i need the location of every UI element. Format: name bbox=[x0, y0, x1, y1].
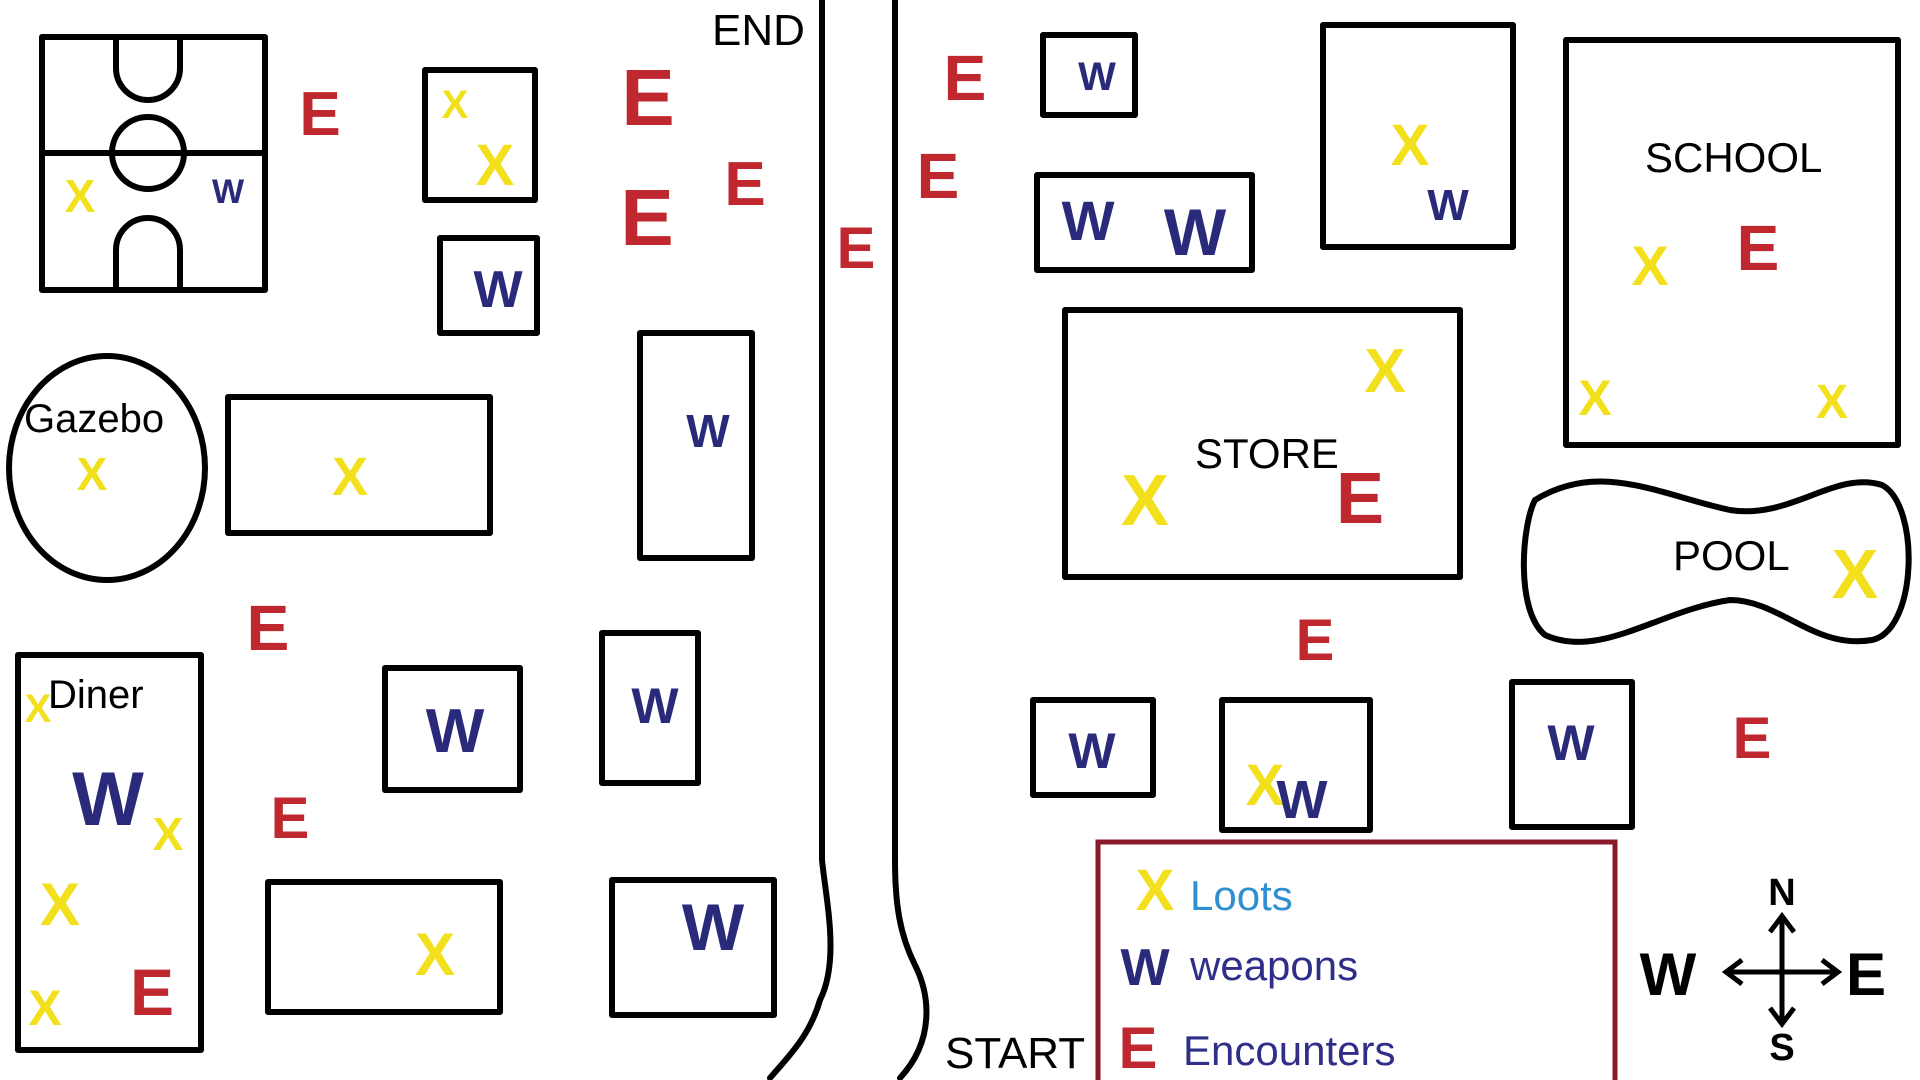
sports-court bbox=[39, 34, 268, 293]
pool-area bbox=[1520, 478, 1912, 645]
encounter-marker: E bbox=[724, 150, 765, 219]
building-loot-south bbox=[265, 879, 503, 1015]
compass: N S W E bbox=[1640, 872, 1886, 1069]
building-long bbox=[225, 394, 493, 536]
weapon-marker: W bbox=[473, 261, 523, 319]
school-building bbox=[1563, 37, 1901, 448]
loot-marker: X bbox=[1816, 376, 1848, 429]
encounter-marker: E bbox=[299, 80, 340, 149]
end-label: END bbox=[712, 6, 805, 55]
compass-north-label: N bbox=[1768, 872, 1795, 914]
encounter-marker: E bbox=[1733, 706, 1772, 771]
building-weapon-tall bbox=[637, 330, 755, 561]
building-weapons-pair bbox=[1034, 172, 1255, 273]
compass-arrowheads bbox=[1721, 911, 1843, 1029]
building-weapon-7 bbox=[1509, 679, 1635, 830]
building-weapon-6 bbox=[1030, 697, 1156, 798]
diner-label: Diner bbox=[48, 673, 144, 717]
gazebo-area bbox=[6, 353, 208, 583]
legend-weapon-icon: W bbox=[1120, 939, 1170, 997]
encounter-marker: E bbox=[621, 53, 674, 142]
loot-marker: X bbox=[1832, 535, 1879, 613]
encounter-marker: E bbox=[944, 42, 987, 114]
loot-marker: X bbox=[1631, 234, 1668, 297]
legend-border bbox=[1095, 839, 1618, 1080]
loot-marker: X bbox=[25, 687, 52, 731]
weapon-marker: W bbox=[1062, 189, 1115, 252]
weapon-marker: W bbox=[426, 697, 485, 766]
weapon-marker: W bbox=[686, 405, 730, 457]
road-edge-east bbox=[892, 0, 930, 1080]
loot-marker: X bbox=[415, 921, 455, 988]
weapon-marker: W bbox=[72, 757, 144, 842]
loot-marker: X bbox=[476, 133, 515, 198]
legend-weapons-label: weapons bbox=[1189, 942, 1358, 989]
compass-south-label: S bbox=[1769, 1027, 1794, 1069]
start-label: START bbox=[945, 1029, 1085, 1078]
encounter-marker: E bbox=[917, 140, 960, 212]
building-weapon-2 bbox=[382, 665, 523, 793]
school-label: SCHOOL bbox=[1645, 134, 1822, 181]
diner-building bbox=[15, 652, 204, 1053]
loot-marker: X bbox=[77, 448, 108, 500]
weapon-marker: W bbox=[682, 890, 745, 964]
loot-marker: X bbox=[442, 83, 469, 127]
building-loot-weapon bbox=[1320, 22, 1516, 250]
store-label: STORE bbox=[1195, 430, 1339, 477]
weapon-marker: W bbox=[1427, 181, 1469, 230]
building-loot-weapon-2 bbox=[1219, 697, 1373, 833]
loot-marker: X bbox=[1121, 461, 1169, 541]
compass-east-label: E bbox=[1846, 941, 1886, 1008]
loot-marker: X bbox=[28, 980, 61, 1036]
loot-marker: X bbox=[40, 871, 80, 938]
buildings bbox=[6, 22, 1912, 1053]
legend: X Loots W weapons E Encounters bbox=[1095, 839, 1618, 1080]
loot-marker: X bbox=[1246, 753, 1285, 818]
encounter-marker: E bbox=[130, 955, 174, 1029]
building-small-loot bbox=[422, 67, 538, 203]
encounter-marker: E bbox=[837, 216, 876, 281]
weapon-marker: W bbox=[1164, 195, 1227, 269]
weapon-marker: W bbox=[1068, 723, 1116, 779]
gazebo-label: Gazebo bbox=[24, 397, 164, 441]
building-weapon-4 bbox=[609, 877, 777, 1018]
legend-loot-icon: X bbox=[1136, 858, 1175, 923]
loot-marker: X bbox=[332, 447, 368, 507]
markers-layer: X X X X X X X X X X X X X X X X X X W W … bbox=[25, 42, 1879, 1036]
loot-marker: X bbox=[1391, 113, 1430, 178]
weapon-marker: W bbox=[1078, 55, 1116, 99]
building-weapon-3 bbox=[599, 630, 701, 786]
encounter-marker: E bbox=[247, 592, 290, 664]
road-edge-west bbox=[767, 0, 834, 1080]
weapon-marker: W bbox=[631, 678, 679, 734]
loot-marker: X bbox=[65, 170, 96, 222]
building-weapon-1 bbox=[437, 235, 540, 336]
compass-west-label: W bbox=[1640, 941, 1697, 1008]
encounter-marker: E bbox=[1737, 212, 1780, 284]
encounter-marker: E bbox=[271, 786, 310, 851]
store-building bbox=[1062, 307, 1463, 580]
weapon-marker: W bbox=[1547, 715, 1595, 771]
encounter-marker: E bbox=[1296, 608, 1335, 673]
legend-loots-label: Loots bbox=[1190, 872, 1293, 919]
legend-encounters-label: Encounters bbox=[1183, 1027, 1395, 1074]
loot-marker: X bbox=[1364, 337, 1405, 406]
pool-label: POOL bbox=[1673, 532, 1790, 579]
legend-encounter-icon: E bbox=[1119, 1016, 1158, 1080]
encounter-marker: E bbox=[1336, 459, 1384, 539]
building-weapon-5 bbox=[1040, 32, 1138, 118]
weapon-marker: W bbox=[1277, 770, 1328, 830]
encounter-marker: E bbox=[620, 173, 673, 262]
weapon-marker: W bbox=[212, 173, 245, 211]
main-road bbox=[767, 0, 930, 1080]
loot-marker: X bbox=[1578, 370, 1611, 426]
loot-marker: X bbox=[153, 808, 184, 860]
